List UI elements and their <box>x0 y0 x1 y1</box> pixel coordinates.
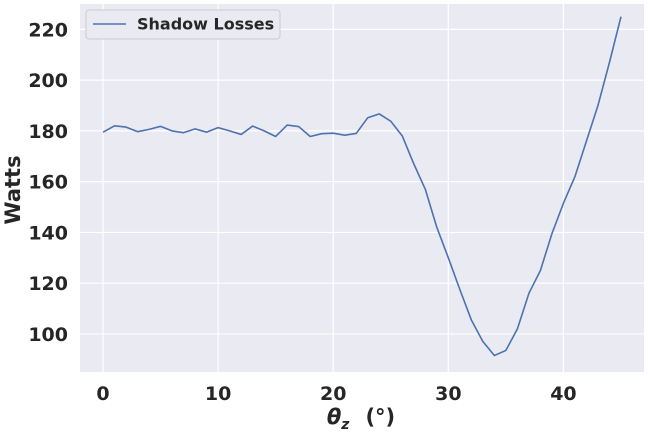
x-axis-title: θz (°) <box>327 405 395 432</box>
x-tick-label: 40 <box>550 383 576 405</box>
y-axis-title: Watts <box>1 155 25 224</box>
legend: Shadow Losses <box>85 9 281 40</box>
y-tick-label: 160 <box>28 172 68 194</box>
y-tick-label: 180 <box>28 121 68 143</box>
y-tick-label: 120 <box>28 273 68 295</box>
plot-area <box>80 4 644 372</box>
y-tick-label: 140 <box>28 222 68 244</box>
x-tick-label: 0 <box>96 383 109 405</box>
legend-box <box>85 9 281 40</box>
x-tick-label: 20 <box>320 383 346 405</box>
series-line-shadow-losses <box>102 16 622 357</box>
x-axis-subscript: z <box>340 417 350 432</box>
legend-label: Shadow Losses <box>137 15 274 34</box>
x-axis-symbol: θ <box>327 405 341 429</box>
y-tick-label: 220 <box>28 19 68 41</box>
x-tick-label: 10 <box>205 383 231 405</box>
series-layer <box>102 16 622 357</box>
tick-labels: 0 10 20 30 40 100 120 140 160 180 200 220 <box>28 19 576 405</box>
y-tick-label: 200 <box>28 70 68 92</box>
x-tick-label: 30 <box>435 383 461 405</box>
x-axis-unit: (°) <box>365 405 395 429</box>
y-tick-label: 100 <box>28 324 68 346</box>
